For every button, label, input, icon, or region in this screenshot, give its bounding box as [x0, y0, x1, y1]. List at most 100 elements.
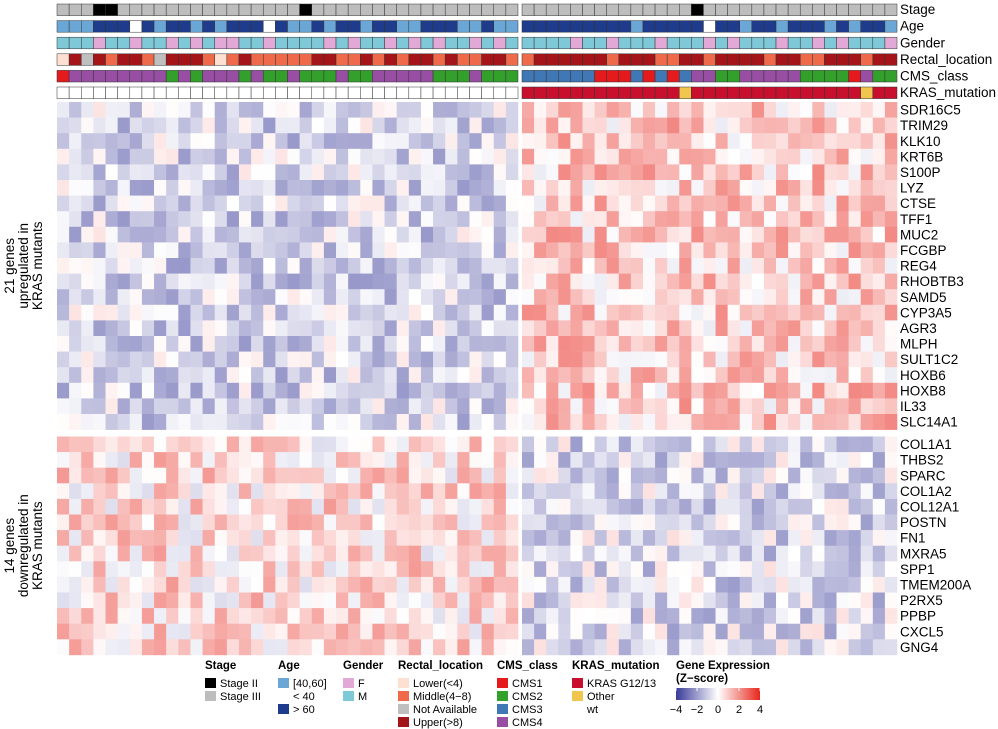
- heatmap-cell: [275, 382, 288, 399]
- annotation-cell: [505, 70, 519, 83]
- heatmap-cell: [420, 452, 434, 468]
- heatmap-cell: [812, 211, 825, 228]
- heatmap-cell: [311, 320, 325, 337]
- heatmap-cell: [800, 498, 813, 515]
- heatmap-cell: [238, 117, 252, 134]
- heatmap-cell: [655, 414, 668, 430]
- heatmap-cell: [323, 164, 337, 181]
- heatmap-cell: [715, 226, 728, 243]
- heatmap-cell: [884, 148, 898, 165]
- heatmap-cell: [141, 304, 155, 321]
- annotation-cell: [654, 3, 668, 16]
- heatmap-cell: [679, 436, 692, 453]
- heatmap-cell: [534, 102, 547, 118]
- heatmap-cell: [558, 102, 571, 118]
- heatmap-cell: [141, 639, 155, 656]
- heatmap-cell: [69, 242, 82, 259]
- heatmap-cell: [618, 273, 632, 290]
- heatmap-cell: [481, 211, 495, 228]
- heatmap-cell: [238, 608, 252, 624]
- heatmap-cell: [166, 592, 179, 609]
- heatmap-cell: [336, 336, 349, 352]
- annotation-cell: [691, 70, 704, 83]
- annotation-cell: [153, 86, 167, 99]
- heatmap-cell: [166, 148, 179, 165]
- heatmap-cell: [884, 289, 898, 306]
- heatmap-cell: [348, 467, 361, 484]
- heatmap-cell: [703, 351, 716, 368]
- legend-swatch: [572, 678, 583, 688]
- heatmap-cell: [57, 289, 70, 306]
- heatmap-cell: [824, 576, 837, 593]
- heatmap-cell: [800, 195, 813, 212]
- annotation-cell: [323, 3, 337, 16]
- heatmap-cell: [275, 561, 288, 578]
- heatmap-cell: [739, 226, 753, 243]
- heatmap-cell: [618, 195, 632, 212]
- annotation-cell: [335, 70, 349, 83]
- heatmap-cell: [715, 117, 728, 134]
- heatmap-cell: [824, 452, 837, 468]
- heatmap-cell: [129, 576, 143, 593]
- heatmap-cell: [522, 414, 535, 430]
- heatmap-cell: [214, 398, 228, 415]
- heatmap-cell: [800, 436, 813, 453]
- heatmap-cell: [69, 164, 82, 181]
- heatmap-cell: [691, 436, 704, 453]
- heatmap-cell: [178, 211, 191, 228]
- heatmap-cell: [457, 608, 470, 624]
- heatmap-cell: [493, 367, 507, 384]
- heatmap-cell: [848, 639, 862, 656]
- heatmap-cell: [105, 414, 118, 430]
- legend-swatch: [572, 691, 583, 701]
- annotation-cell: [836, 36, 849, 50]
- heatmap-cell: [606, 608, 620, 624]
- annotation-cell: [812, 3, 825, 16]
- heatmap-cell: [190, 273, 203, 290]
- heatmap-cell: [396, 336, 410, 352]
- annotation-cell: [238, 20, 252, 33]
- heatmap-cell: [582, 592, 595, 609]
- heatmap-cell: [679, 467, 692, 484]
- heatmap-cell: [287, 211, 300, 228]
- heatmap-cell: [202, 351, 216, 368]
- heatmap-cell: [129, 117, 143, 134]
- annotation-cell: [457, 70, 470, 83]
- annotation-cell: [691, 53, 704, 66]
- heatmap-cell: [457, 467, 470, 484]
- heatmap-cell: [860, 211, 874, 228]
- heatmap-cell: [739, 258, 753, 274]
- heatmap-cell: [570, 467, 583, 484]
- heatmap-cell: [457, 102, 470, 118]
- heatmap-cell: [226, 148, 240, 165]
- annotation-cell: [884, 36, 898, 50]
- heatmap-cell: [93, 498, 106, 515]
- heatmap-cell: [522, 623, 535, 640]
- heatmap-cell: [655, 592, 668, 609]
- heatmap-cell: [238, 545, 252, 562]
- annotation-cell: [630, 36, 644, 50]
- heatmap-cell: [642, 289, 656, 306]
- heatmap-cell: [812, 242, 825, 259]
- heatmap-cell: [445, 242, 458, 259]
- heatmap-cell: [299, 195, 313, 212]
- heatmap-cell: [642, 639, 656, 656]
- heatmap-cell: [534, 414, 547, 430]
- heatmap-cell: [69, 258, 82, 274]
- annotation-cell: [666, 53, 680, 66]
- gene-label: RHOBTB3: [900, 274, 964, 289]
- heatmap-cell: [299, 226, 313, 243]
- heatmap-cell: [445, 561, 458, 578]
- heatmap-cell: [323, 367, 337, 384]
- heatmap-cell: [93, 226, 106, 243]
- heatmap-cell: [848, 304, 862, 321]
- annotation-cell: [630, 86, 644, 99]
- heatmap-cell: [445, 623, 458, 640]
- heatmap-cell: [751, 242, 765, 259]
- heatmap-cell: [154, 133, 167, 150]
- heatmap-cell: [154, 467, 167, 484]
- annotation-cell: [703, 36, 716, 50]
- heatmap-cell: [493, 226, 507, 243]
- heatmap-cell: [703, 148, 716, 165]
- heatmap-cell: [606, 226, 620, 243]
